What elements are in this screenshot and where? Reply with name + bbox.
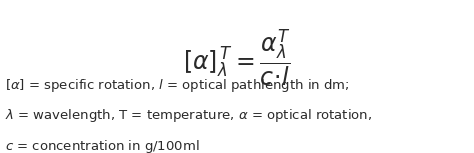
- Text: $c$ = concentration in g/100ml: $c$ = concentration in g/100ml: [5, 138, 200, 153]
- Text: $[\alpha]$ = specific rotation, $l$ = optical pathlength in dm;: $[\alpha]$ = specific rotation, $l$ = op…: [5, 76, 349, 93]
- Text: $\lambda$ = wavelength, T = temperature, $\alpha$ = optical rotation,: $\lambda$ = wavelength, T = temperature,…: [5, 107, 372, 124]
- Text: $\left[\alpha\right]_{\lambda}^{\,T}=\dfrac{\alpha_{\lambda}^{T}}{c\!\cdot\! l}$: $\left[\alpha\right]_{\lambda}^{\,T}=\df…: [183, 28, 291, 88]
